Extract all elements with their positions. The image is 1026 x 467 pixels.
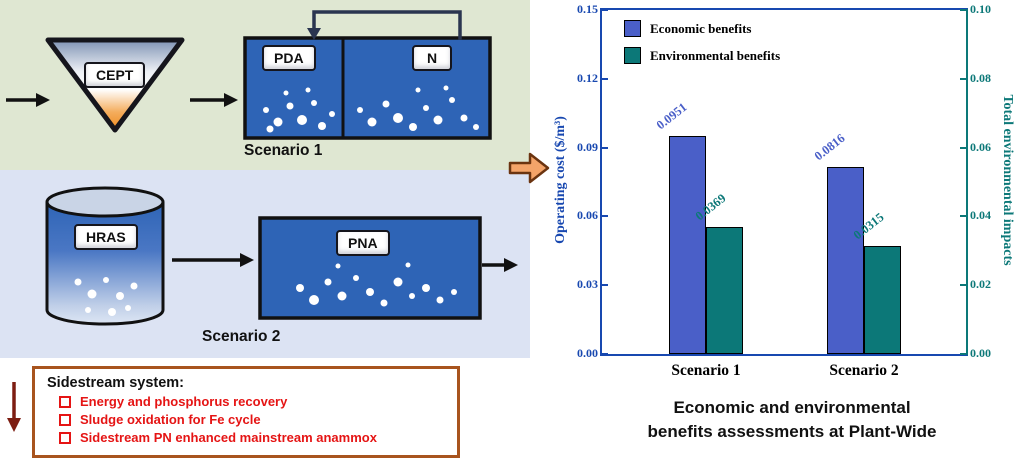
right-axis-tickmark	[960, 77, 966, 80]
sidestream-item-text: Energy and phosphorus recovery	[80, 394, 288, 409]
right-axis-tickmark	[960, 215, 966, 218]
chart-caption: Economic and environmental benefits asse…	[564, 396, 1020, 444]
scenario2-panel: HRAS PNA Scenario 2	[0, 170, 530, 358]
legend-item: Economic benefits	[624, 20, 780, 37]
recycle-pipe	[307, 10, 462, 40]
hras-to-pna-arrow	[172, 253, 254, 267]
left-axis-tickmark	[602, 146, 608, 149]
left-axis-tick-label: 0.00	[577, 346, 598, 360]
sidestream-box: Sidestream system: Energy and phosphorus…	[32, 366, 460, 458]
diagram-to-chart-arrow-icon	[508, 152, 550, 184]
bar-series2-cat2	[864, 245, 901, 354]
bar-value-label: 0.0951	[653, 99, 690, 133]
left-axis-tickmark	[602, 215, 608, 218]
sidestream-item: Sludge oxidation for Fe cycle	[59, 412, 445, 427]
left-recycle-arrow	[7, 382, 21, 432]
hras-label: HRAS	[74, 224, 138, 250]
left-axis-tick-label: 0.09	[577, 139, 598, 154]
left-axis-title: Operating cost ($/m³)	[553, 116, 568, 244]
scenario2-title: Scenario 2	[202, 328, 281, 345]
plot-area: Economic benefits Environmental benefits …	[577, 2, 991, 379]
process-diagram: CEPT PDA N Scenario 1	[0, 0, 550, 458]
right-axis-tickmark	[960, 146, 966, 149]
square-bullet-icon	[59, 395, 71, 408]
sidestream-item-text: Sludge oxidation for Fe cycle	[80, 412, 261, 427]
left-axis-tickmark	[602, 353, 608, 355]
left-axis-tick-label: 0.06	[577, 208, 598, 223]
right-axis-tick-label: 0.08	[970, 70, 991, 85]
cylinder-bubbles	[74, 277, 138, 316]
tank1-bubbles	[263, 85, 479, 133]
sidestream-item-text: Sidestream PN enhanced mainstream anammo…	[80, 430, 377, 445]
bar-series1-cat1	[669, 135, 706, 354]
scenario1-title: Scenario 1	[244, 142, 323, 159]
chart-legend: Economic benefits Environmental benefits	[624, 20, 780, 64]
right-axis-tickmark	[960, 353, 966, 355]
right-axis-tick-label: 0.02	[970, 277, 991, 292]
inflow-arrow	[6, 93, 50, 107]
right-axis-tick-label: 0.00	[970, 346, 991, 360]
right-axis-title: Total environmental impacts	[1000, 94, 1015, 266]
pda-label: PDA	[262, 45, 316, 71]
caption-line-1: Economic and environmental	[673, 398, 911, 417]
scenario1-panel: CEPT PDA N Scenario 1	[0, 0, 530, 170]
square-bullet-icon	[59, 413, 71, 426]
sidestream-item: Energy and phosphorus recovery	[59, 394, 445, 409]
left-axis-tick-label: 0.15	[577, 2, 598, 16]
cept-label: CEPT	[84, 62, 146, 88]
legend-swatch-icon	[624, 47, 641, 64]
caption-line-2: benefits assessments at Plant-Wide	[647, 421, 937, 441]
funnel-to-tank-arrow	[190, 93, 238, 107]
legend-swatch-icon	[624, 20, 641, 37]
legend-item: Environmental benefits	[624, 47, 780, 64]
left-axis-tick-label: 0.12	[577, 70, 598, 85]
left-axis-tick-label: 0.03	[577, 277, 598, 292]
bar-value-label: 0.0816	[811, 130, 848, 164]
right-axis-tick-label: 0.04	[970, 208, 991, 223]
right-axis-tick-label: 0.06	[970, 139, 991, 154]
legend-label: Environmental benefits	[650, 47, 781, 63]
x-axis-category-label: Scenario 2	[829, 362, 899, 379]
pna-label: PNA	[336, 230, 390, 256]
left-axis-tickmark	[602, 284, 608, 287]
x-axis-category-label: Scenario 1	[671, 362, 741, 379]
hras-cylinder	[45, 186, 165, 326]
left-axis-tickmark	[602, 77, 608, 80]
right-axis-tickmark	[960, 284, 966, 287]
sidestream-item: Sidestream PN enhanced mainstream anammo…	[59, 430, 445, 445]
outflow-arrow	[482, 258, 518, 272]
legend-label: Economic benefits	[650, 20, 752, 36]
right-axis-tickmark	[960, 9, 966, 11]
left-axis-tickmark	[602, 9, 608, 11]
bar-series2-cat1	[706, 227, 743, 354]
pna-bubbles	[296, 262, 457, 307]
square-bullet-icon	[59, 431, 71, 444]
bar-series1-cat2	[827, 166, 864, 354]
sidestream-title: Sidestream system:	[47, 375, 185, 391]
benefits-chart: Operating cost ($/m³) Economic benefits E…	[553, 0, 1026, 467]
right-axis-tick-label: 0.10	[970, 2, 991, 16]
n-label: N	[412, 45, 453, 71]
